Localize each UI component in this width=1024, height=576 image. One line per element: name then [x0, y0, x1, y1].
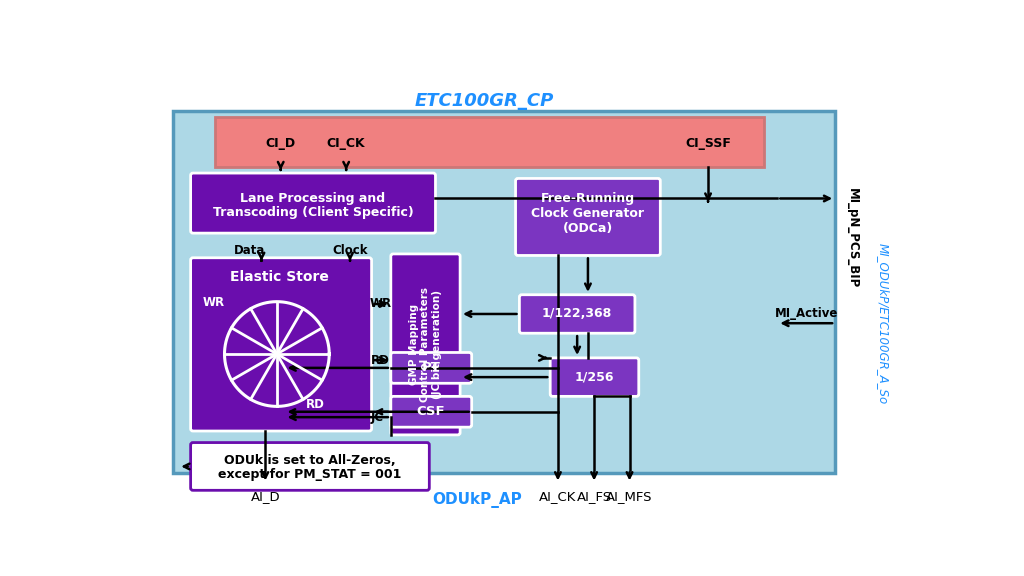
Text: Clock: Clock [332, 244, 368, 256]
Text: ETC100GR_CP: ETC100GR_CP [415, 93, 554, 111]
Text: AI_MFS: AI_MFS [606, 490, 652, 503]
Text: MI_ODUkP/ETC100GR_A_So: MI_ODUkP/ETC100GR_A_So [878, 242, 890, 404]
Text: PT: PT [422, 361, 440, 374]
Text: AI_FS: AI_FS [577, 490, 611, 503]
Text: CI_D: CI_D [265, 137, 296, 150]
Text: CI_SSF: CI_SSF [685, 137, 731, 150]
FancyBboxPatch shape [215, 117, 764, 167]
Text: AI_CK: AI_CK [540, 490, 577, 503]
Text: WR: WR [370, 297, 392, 310]
Text: ODUkP_AP: ODUkP_AP [432, 492, 522, 509]
Text: CSF: CSF [417, 406, 445, 418]
FancyBboxPatch shape [519, 295, 635, 334]
Text: WR: WR [203, 296, 225, 309]
Text: except for PM_STAT = 001: except for PM_STAT = 001 [218, 468, 401, 482]
Text: RD: RD [306, 397, 325, 411]
Text: JC: JC [371, 411, 384, 424]
Text: MI_Active: MI_Active [775, 308, 839, 320]
Text: RD: RD [372, 354, 390, 367]
FancyBboxPatch shape [391, 254, 460, 435]
FancyBboxPatch shape [391, 353, 472, 383]
FancyBboxPatch shape [173, 112, 836, 473]
Text: Transcoding (Client Specific): Transcoding (Client Specific) [213, 206, 414, 219]
Text: Data: Data [233, 244, 265, 256]
Text: GMP Mapping
Control Parameters
(JC bit generation): GMP Mapping Control Parameters (JC bit g… [409, 287, 442, 402]
FancyBboxPatch shape [190, 258, 372, 431]
Text: 1/122,368: 1/122,368 [542, 308, 612, 320]
Text: MI_pN_PCS_BIP: MI_pN_PCS_BIP [846, 188, 859, 289]
FancyBboxPatch shape [190, 173, 435, 233]
Text: Elastic Store: Elastic Store [229, 270, 329, 284]
Text: CI_CK: CI_CK [327, 137, 366, 150]
FancyBboxPatch shape [550, 358, 639, 396]
Text: Lane Processing and: Lane Processing and [241, 192, 386, 205]
FancyBboxPatch shape [391, 396, 472, 427]
Text: ODUk is set to All-Zeros,: ODUk is set to All-Zeros, [224, 454, 396, 467]
Text: 1/256: 1/256 [574, 370, 613, 384]
FancyBboxPatch shape [190, 442, 429, 490]
FancyBboxPatch shape [515, 179, 660, 256]
Text: AI_D: AI_D [251, 490, 281, 503]
Text: Free-Running
Clock Generator
(ODCa): Free-Running Clock Generator (ODCa) [531, 192, 644, 234]
